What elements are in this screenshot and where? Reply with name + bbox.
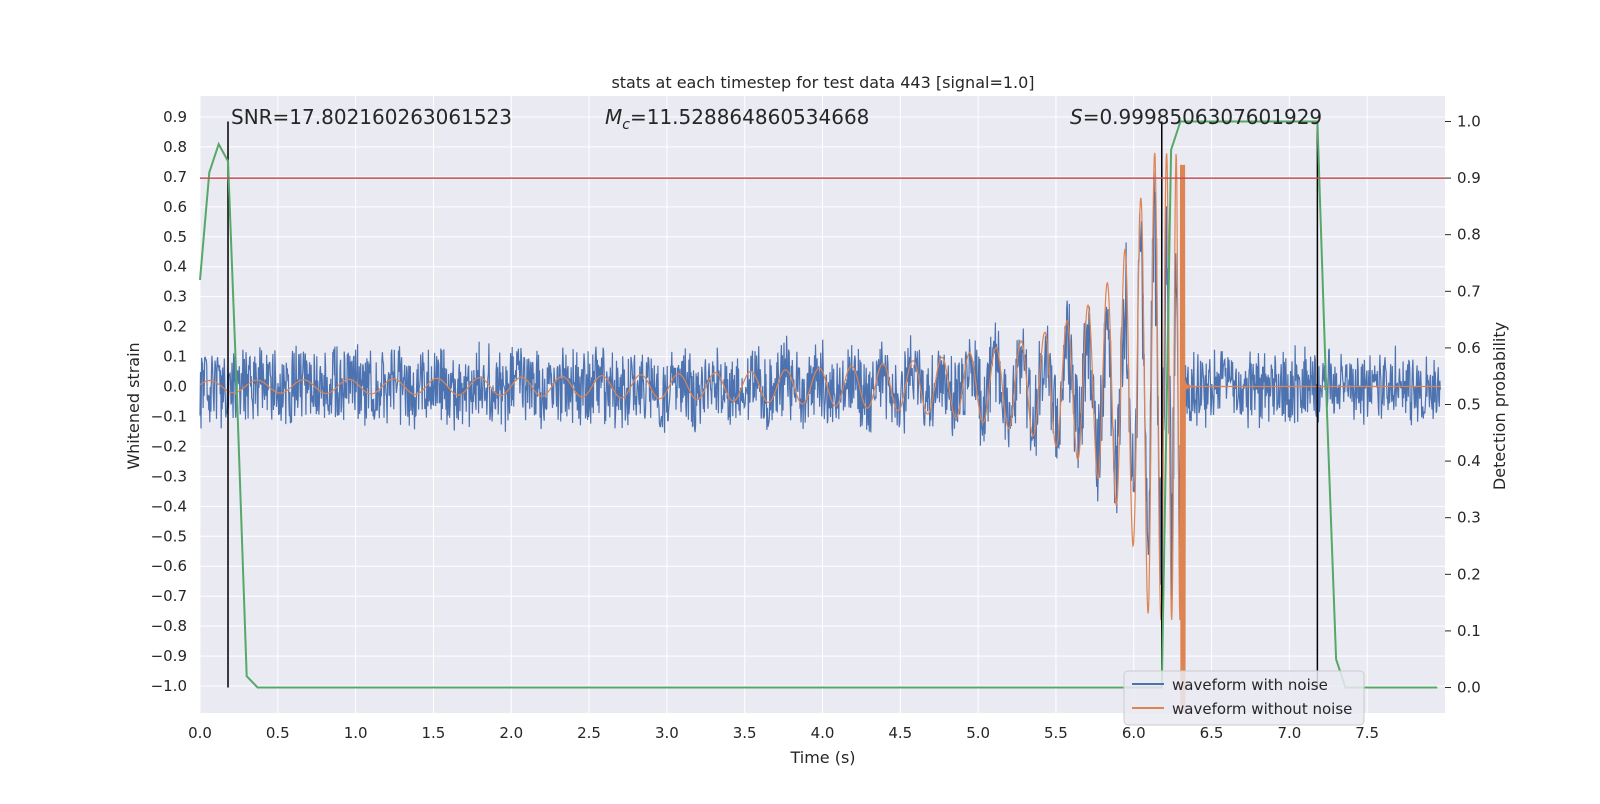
x-tick-label: 3.5 [733,724,757,742]
x-tick-label: 3.0 [655,724,679,742]
x-tick-label: 1.0 [344,724,368,742]
left-y-tick-label: −0.8 [151,617,187,635]
x-tick-label: 7.5 [1355,724,1379,742]
right-y-tick-label: 0.8 [1457,226,1481,244]
left-y-tick-label: −0.9 [151,647,187,665]
left-y-tick-label: 0.3 [163,288,187,306]
x-tick-label: 0.0 [188,724,212,742]
right-y-tick-label: 0.3 [1457,509,1481,527]
left-y-tick-label: 0.2 [163,318,187,336]
chirp-mass-symbol: M [605,105,622,129]
left-y-tick-label: −0.6 [151,557,187,575]
snr-annotation: SNR=17.802160263061523 [231,105,512,129]
legend-label-waveform-without-noise: waveform without noise [1172,700,1352,718]
x-tick-label: 1.5 [422,724,446,742]
chirp-mass-value: =11.528864860534668 [630,105,869,129]
chirp-mass-annotation: Mc=11.528864860534668 [605,105,869,133]
left-y-tick-label: 0.1 [163,348,187,366]
right-y-tick-label: 0.0 [1457,679,1481,697]
right-y-tick-label: 0.9 [1457,169,1481,187]
x-tick-label: 4.5 [888,724,912,742]
score-symbol: S [1070,105,1083,129]
left-y-tick-label: 0.4 [163,258,187,276]
x-tick-label: 0.5 [266,724,290,742]
score-value: =0.9998506307601929 [1083,105,1322,129]
left-y-tick-label: −0.2 [151,437,187,455]
chirp-mass-subscript: c [622,117,630,133]
right-y-tick-label: 1.0 [1457,112,1481,130]
legend: waveform with noise waveform without noi… [1123,670,1365,726]
left-y-tick-label: −0.5 [151,527,187,545]
x-axis-label: Time (s) [789,748,855,767]
legend-label-waveform-with-noise: waveform with noise [1172,676,1328,694]
x-tick-label: 4.0 [811,724,835,742]
left-y-tick-label: 0.8 [163,138,187,156]
series-waveform-without-noise [199,152,1441,714]
chart-title: stats at each timestep for test data 443… [611,73,1034,92]
left-y-axis-label: Whitened strain [124,342,143,469]
left-y-axis-ticks: 0.9 0.8 0.7 0.6 0.5 0.4 0.3 0.2 0.1 0.0 −0.1 −0.2 −0… [151,108,187,695]
right-y-tick-label: 0.7 [1457,282,1481,300]
left-y-tick-label: 0.6 [163,198,187,216]
left-y-tick-label: 0.9 [163,108,187,126]
left-y-tick-label: −0.7 [151,587,187,605]
left-y-tick-label: −0.4 [151,497,187,515]
left-y-tick-label: −1.0 [151,677,187,695]
x-tick-label: 5.0 [966,724,990,742]
line-waveform-without-noise [199,152,1441,714]
left-y-tick-label: 0.0 [163,378,187,396]
right-y-tick-label: 0.1 [1457,622,1481,640]
x-axis-ticks: 0.0 0.5 1.0 1.5 2.0 2.5 3.0 3.5 4.0 4.5 5.0 5.5 6.0 6… [188,724,1379,742]
x-tick-label: 2.0 [499,724,523,742]
x-tick-label: 7.0 [1277,724,1301,742]
x-tick-label: 2.5 [577,724,601,742]
line-waveform-with-noise [199,171,1441,601]
vertical-markers [227,121,1319,688]
right-y-tick-label: 0.6 [1457,339,1481,357]
score-annotation: S=0.9998506307601929 [1070,105,1322,129]
right-y-tick-label: 0.2 [1457,565,1481,583]
left-y-tick-label: −0.3 [151,467,187,485]
right-y-axis-label: Detection probability [1490,322,1509,490]
right-y-tick-label: 0.5 [1457,396,1481,414]
right-y-axis-ticks: 1.0 0.9 0.8 0.7 0.6 0.5 0.4 0.3 0.2 0.1 0.0 [1445,112,1481,697]
x-tick-label: 6.0 [1122,724,1146,742]
left-y-tick-label: −0.1 [151,407,187,425]
series-waveform-with-noise [199,171,1441,601]
left-y-tick-label: 0.5 [163,228,187,246]
right-y-tick-label: 0.4 [1457,452,1481,470]
x-tick-label: 5.5 [1044,724,1068,742]
legend-box [1123,670,1365,726]
left-y-tick-label: 0.7 [163,168,187,186]
x-tick-label: 6.5 [1200,724,1224,742]
